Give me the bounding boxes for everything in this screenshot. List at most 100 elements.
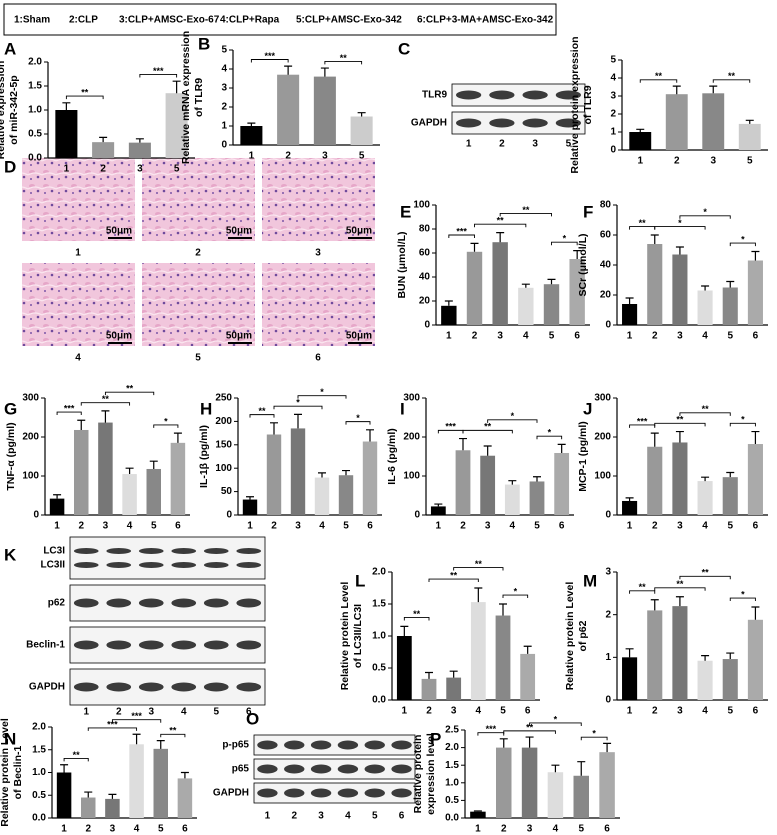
error-bar xyxy=(77,419,86,430)
y-tick-label: 250 xyxy=(215,393,232,404)
bar xyxy=(105,798,120,818)
blot-band xyxy=(284,788,305,798)
histology-label: 3 xyxy=(315,248,321,259)
y-tick-label: 0 xyxy=(605,320,611,331)
y-tick-label: 1.0 xyxy=(28,105,42,116)
y-axis-label: Relative protein Level xyxy=(0,718,11,827)
bar xyxy=(629,132,652,150)
panel-letter: A xyxy=(4,39,16,58)
scale-label: 50μm xyxy=(106,226,132,237)
significance-label: ** xyxy=(484,422,492,432)
lane-label: 4 xyxy=(345,811,351,822)
y-tick-label: 4 xyxy=(221,64,227,75)
bar xyxy=(81,797,96,818)
blot-band xyxy=(171,562,197,568)
significance-label: * xyxy=(296,398,300,408)
panel-letter: G xyxy=(4,399,17,418)
x-tick-label: 2 xyxy=(460,521,466,532)
blot-band xyxy=(489,90,515,100)
significance-bracket xyxy=(474,223,527,228)
x-tick-label: 6 xyxy=(604,824,610,835)
error-bar xyxy=(701,476,710,482)
significance-bracket xyxy=(503,730,556,734)
lane-label: 5 xyxy=(566,139,572,150)
significance-bracket xyxy=(65,95,104,100)
x-tick-label: 6 xyxy=(525,706,531,717)
error-bar xyxy=(60,764,69,773)
significance-bracket xyxy=(487,419,538,423)
error-bar xyxy=(751,430,760,445)
y-tick-label: 300 xyxy=(22,393,39,404)
x-tick-label: 3 xyxy=(497,331,503,342)
error-bar xyxy=(636,128,645,132)
error-bar xyxy=(557,443,566,453)
histology-label: 4 xyxy=(75,353,81,364)
blot-band xyxy=(171,598,197,608)
bar xyxy=(290,428,306,515)
y-tick-label: 3 xyxy=(221,83,227,94)
blot-band xyxy=(203,548,229,554)
x-tick-label: 5 xyxy=(343,521,349,532)
significance-bracket xyxy=(448,234,475,238)
bar xyxy=(495,615,511,700)
error-bar xyxy=(709,85,718,94)
y-axis-label: of p62 xyxy=(577,620,589,651)
bar xyxy=(92,142,115,158)
y-tick-label: 40 xyxy=(600,260,612,271)
y-tick-label: 200 xyxy=(594,432,611,443)
y-tick-label: 2 xyxy=(605,609,611,620)
significance-label: ** xyxy=(450,570,458,580)
error-bar xyxy=(675,430,684,443)
blot-frame xyxy=(69,584,266,622)
significance-bracket xyxy=(629,590,656,594)
error-bar xyxy=(523,645,532,654)
y-axis-label: of TLR9 xyxy=(193,78,205,117)
y-tick-label: 0 xyxy=(221,140,227,151)
blot-row-label: GAPDH xyxy=(29,682,65,693)
x-tick-label: 2 xyxy=(652,521,658,532)
legend-item: 6:CLP+3-MA+AMSC-Exo-342 xyxy=(417,15,554,26)
x-tick-label: 4 xyxy=(523,331,529,342)
error-bar xyxy=(172,80,181,94)
y-tick-label: 5 xyxy=(221,45,227,56)
blot-band xyxy=(236,598,262,608)
x-tick-label: 2 xyxy=(285,151,291,162)
panel-letter: D xyxy=(4,157,16,176)
blot-band xyxy=(236,640,262,650)
blot-band xyxy=(73,562,99,568)
blot-row-label: Beclin-1 xyxy=(26,640,65,651)
bar xyxy=(647,244,663,325)
y-axis-label: IL-1β (pg/ml) xyxy=(198,425,210,488)
legend-item: 5:CLP+AMSC-Exo-342 xyxy=(296,15,402,26)
bar xyxy=(128,142,151,158)
x-tick-label: 2 xyxy=(78,521,84,532)
blot-band xyxy=(171,682,197,692)
y-tick-label: 0 xyxy=(33,510,39,521)
significance-label: ** xyxy=(676,579,684,589)
error-bar xyxy=(474,587,483,603)
y-tick-label: 2.5 xyxy=(445,725,459,736)
y-tick-label: 0.0 xyxy=(445,813,459,824)
x-tick-label: 6 xyxy=(753,706,759,717)
lane-label: 2 xyxy=(116,707,122,718)
x-tick-label: 4 xyxy=(702,331,708,342)
x-tick-label: 2 xyxy=(271,521,277,532)
y-axis-label: of miR-342-5p xyxy=(8,75,20,144)
significance-bracket xyxy=(536,435,563,440)
blot-band xyxy=(73,640,99,650)
blot-band xyxy=(310,788,332,798)
blot-frame xyxy=(451,111,586,135)
legend-box xyxy=(3,3,557,36)
x-tick-label: 3 xyxy=(677,521,683,532)
blot-band xyxy=(138,548,164,554)
blot-band xyxy=(203,682,229,692)
bar xyxy=(466,251,483,325)
y-axis-label: Relative protein Level xyxy=(564,582,576,691)
y-axis-label: TNF-α (pg/ml) xyxy=(5,422,17,490)
error-bar xyxy=(650,599,659,611)
x-tick-label: 3 xyxy=(110,824,116,835)
blot-row-label: p62 xyxy=(48,598,66,609)
y-tick-label: 4 xyxy=(610,73,616,84)
significance-bracket xyxy=(160,733,186,738)
